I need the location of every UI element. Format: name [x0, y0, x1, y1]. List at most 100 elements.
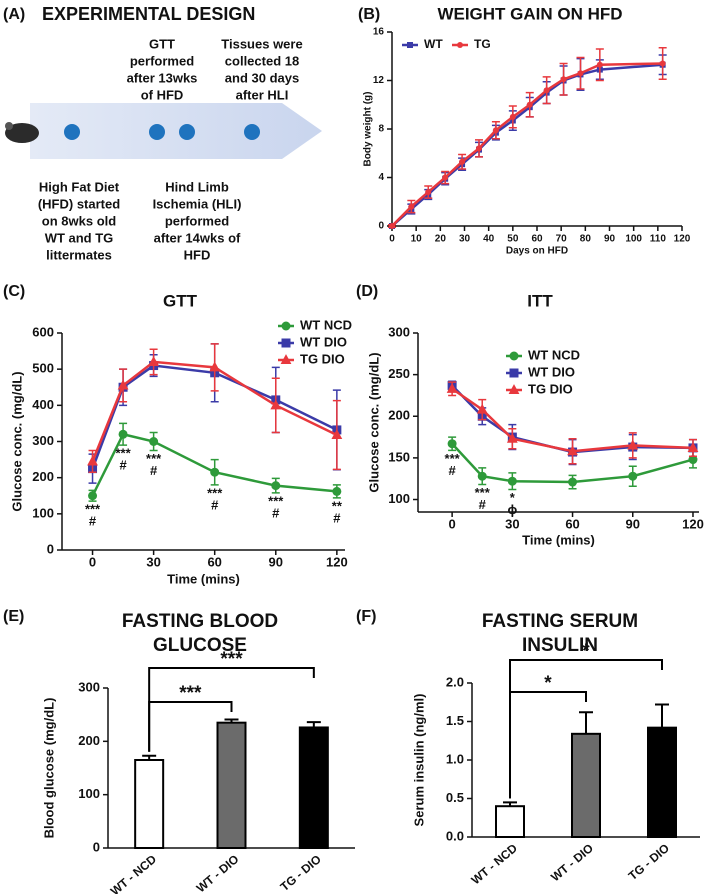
note-line: after 14wks of	[154, 230, 241, 245]
marker	[271, 481, 281, 491]
legend-label: WT	[424, 37, 443, 51]
annotation-text: #	[119, 458, 127, 473]
y-tick-label: 4	[378, 172, 384, 183]
legend-label: WT DIO	[300, 334, 347, 349]
legend-label: TG DIO	[528, 381, 573, 396]
chart-title: GLUCOSE	[153, 635, 247, 656]
x-axis-title: Days on HFD	[506, 246, 568, 257]
y-tick-label: 0	[47, 541, 54, 556]
marker	[425, 189, 432, 196]
marker	[87, 455, 98, 466]
timeline-dot	[64, 124, 80, 140]
timeline-dot	[179, 124, 195, 140]
panel-label: (E)	[3, 608, 24, 625]
x-tick-label: 60	[565, 516, 579, 531]
marker	[270, 399, 282, 410]
note-line: performed	[130, 53, 194, 68]
significance-label: ***	[220, 649, 243, 670]
panel-label: (F)	[356, 608, 376, 625]
marker	[447, 439, 457, 449]
annotation-text: #	[449, 463, 457, 478]
marker	[508, 384, 520, 395]
significance-label: *	[582, 641, 590, 662]
y-tick-label: 250	[388, 366, 410, 381]
bar	[495, 805, 525, 839]
significance-label: *	[544, 673, 552, 694]
annotation-text: #	[479, 497, 487, 512]
annotation-text: #	[211, 497, 219, 512]
legend-label: WT DIO	[528, 364, 575, 379]
note-line: after HLI	[236, 87, 289, 102]
x-tick-label: 30	[459, 234, 471, 245]
x-tick-label: WT - NCD	[108, 852, 160, 894]
annotation-text: **	[332, 498, 343, 513]
annotation: *ϕ	[507, 490, 517, 517]
bar	[647, 726, 677, 838]
marker	[560, 76, 567, 83]
x-tick-label: 80	[580, 234, 592, 245]
annotation: ***#	[268, 493, 284, 520]
marker	[509, 368, 519, 378]
y-tick-label: 300	[32, 433, 54, 448]
significance-bracket	[509, 659, 663, 799]
x-tick-label: 110	[650, 234, 667, 245]
note-line: GTT	[149, 36, 175, 51]
x-tick-label: TG - DIO	[278, 852, 324, 894]
marker	[408, 203, 415, 210]
marker	[659, 60, 666, 67]
x-tick-label: 0	[89, 554, 96, 569]
chart-title: ITT	[527, 291, 553, 310]
x-axis-title: Time (mins)	[522, 532, 595, 547]
annotation-text: ***	[445, 451, 461, 466]
y-tick-label: 0.0	[446, 828, 464, 843]
y-axis-title: Glucose conc. (mg/dL)	[9, 371, 24, 511]
x-tick-label: WT - NCD	[469, 841, 521, 887]
y-tick-label: 400	[32, 397, 54, 412]
error-bar	[142, 754, 157, 760]
x-tick-label: 60	[207, 554, 221, 569]
annotation-text: ***	[207, 485, 223, 500]
panel-label: (D)	[356, 283, 378, 300]
y-tick-label: 0	[93, 839, 100, 854]
y-tick-label: 200	[388, 408, 410, 423]
annotation: ***#	[115, 446, 131, 473]
chart-title: INSULIN	[522, 635, 598, 656]
x-tick-label: TG - DIO	[626, 841, 672, 883]
note-line: and 30 days	[225, 70, 299, 85]
marker	[596, 61, 603, 68]
note-line: HFD	[184, 247, 211, 262]
marker	[446, 382, 458, 393]
marker	[627, 439, 639, 450]
note-line: littermates	[46, 247, 112, 262]
marker	[149, 437, 159, 446]
panel-label: (B)	[358, 6, 380, 23]
marker	[568, 477, 578, 487]
y-tick-label: 2.0	[446, 674, 464, 689]
series-line	[391, 62, 663, 227]
y-tick-label: 150	[388, 449, 410, 464]
note-line: (HFD) started	[38, 196, 120, 211]
series-line	[391, 63, 663, 227]
error-bar	[503, 801, 517, 807]
annotation-text: *	[510, 490, 516, 505]
x-tick-label: 0	[449, 516, 456, 531]
y-tick-label: 300	[388, 324, 410, 339]
x-tick-label: WT - DIO	[548, 841, 596, 884]
annotation-text: #	[89, 514, 97, 529]
timeline-dot	[149, 124, 165, 140]
y-tick-label: 200	[32, 469, 54, 484]
marker	[117, 379, 129, 390]
marker	[687, 442, 699, 452]
chart-title: WEIGHT GAIN ON HFD	[437, 4, 622, 23]
series-line	[91, 432, 337, 497]
annotation-text: ***	[85, 502, 101, 517]
y-tick-label: 1.5	[446, 713, 464, 728]
annotation-text: ***	[475, 485, 491, 500]
bar	[216, 721, 247, 850]
marker	[280, 354, 292, 365]
marker	[567, 445, 578, 456]
x-tick-label: 90	[269, 554, 283, 569]
x-tick-label: 10	[411, 234, 423, 245]
y-axis-title: Blood glucose (mg/dL)	[41, 698, 56, 839]
marker	[476, 403, 488, 414]
